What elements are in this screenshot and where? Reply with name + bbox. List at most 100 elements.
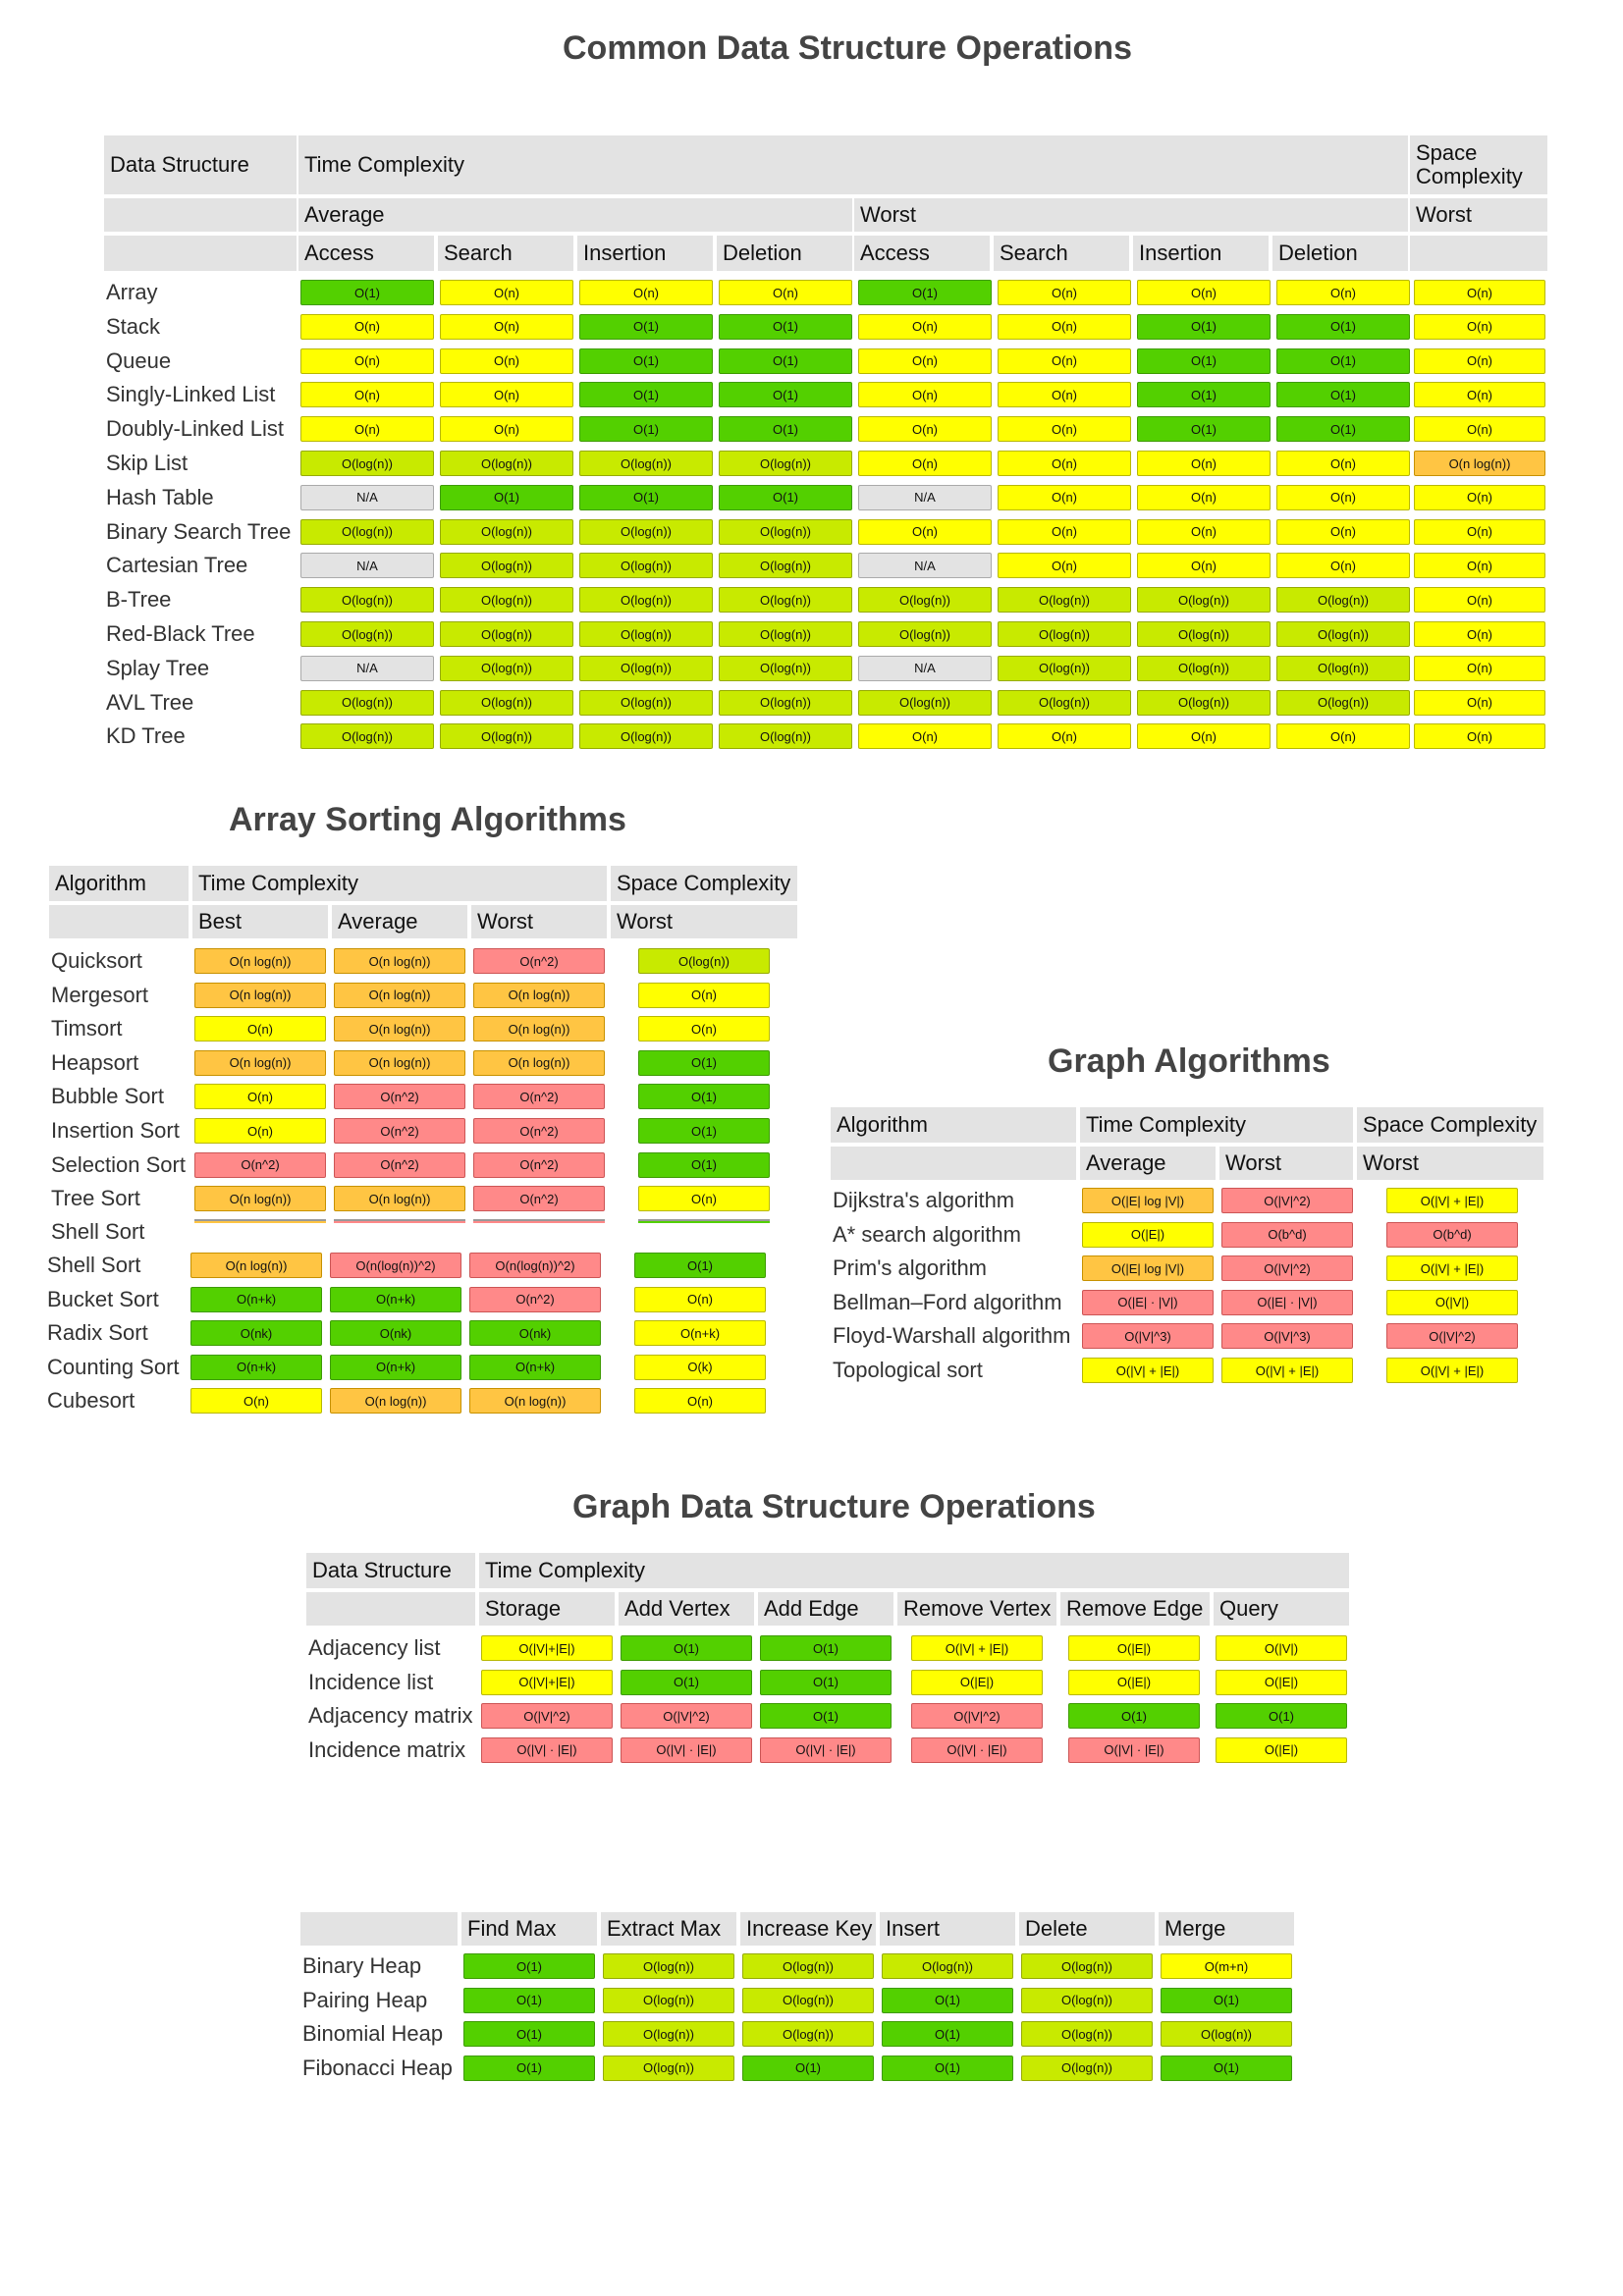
gds-col-header: Storage bbox=[479, 1592, 615, 1626]
heap-cell: O(log(n)) bbox=[882, 1953, 1013, 1979]
ds-cell: O(n) bbox=[998, 484, 1131, 510]
gds-cell: O(1) bbox=[760, 1635, 892, 1661]
ds-cell: O(log(n)) bbox=[1276, 689, 1410, 716]
ds-cell: O(log(n)) bbox=[998, 587, 1131, 614]
ds-cell: O(log(n)) bbox=[858, 689, 992, 716]
ds-cell: O(log(n)) bbox=[1276, 655, 1410, 681]
heap-cell: O(1) bbox=[742, 2055, 874, 2081]
gds-cell: O(|E|) bbox=[1216, 1669, 1347, 1695]
ds-cell: O(log(n)) bbox=[440, 655, 573, 681]
ds-cell: O(log(n)) bbox=[440, 451, 573, 476]
sort-row-label: Heapsort bbox=[51, 1049, 139, 1075]
sort-cell: O(n log(n)) bbox=[334, 948, 465, 974]
ds-cell: O(n) bbox=[440, 313, 573, 340]
ds-cell: O(1) bbox=[440, 484, 573, 510]
ds-cell: O(n) bbox=[1414, 280, 1545, 305]
sort-title: Array Sorting Algorithms bbox=[229, 801, 626, 838]
ds-row-label: Singly-Linked List bbox=[106, 382, 276, 407]
ds-cell: O(n) bbox=[998, 280, 1131, 305]
ds-title: Common Data Structure Operations bbox=[563, 29, 1132, 67]
heap-header-blank bbox=[300, 1912, 458, 1946]
ds-cell: O(1) bbox=[858, 280, 992, 305]
ds-cell: O(log(n)) bbox=[300, 689, 434, 716]
sort-cell: O(n log(n)) bbox=[469, 1388, 601, 1415]
ds-cell: O(n) bbox=[1276, 484, 1410, 510]
sort-cell: O(n) bbox=[634, 1286, 766, 1312]
heap-cell: O(1) bbox=[1161, 2055, 1292, 2081]
sort-cell: O(log(n)) bbox=[638, 948, 770, 974]
graph-cell: O(|V| + |E|) bbox=[1386, 1188, 1518, 1213]
graph-cell: O(b^d) bbox=[1386, 1221, 1518, 1248]
gds-cell: O(1) bbox=[621, 1669, 752, 1695]
sort-row-label: Quicksort bbox=[51, 948, 142, 973]
sort-cell: O(n^2) bbox=[473, 1084, 605, 1110]
gds-cell: O(|V| · |E|) bbox=[911, 1736, 1043, 1763]
ds-cell: O(1) bbox=[579, 416, 713, 443]
ds-cell: O(n) bbox=[1414, 723, 1545, 750]
ds-cell: O(1) bbox=[579, 382, 713, 408]
graph-cell: O(b^d) bbox=[1221, 1221, 1353, 1248]
ds-cell: O(n) bbox=[1137, 553, 1271, 579]
graph-cell: O(|V|^2) bbox=[1221, 1188, 1353, 1213]
gds-cell: O(|V|) bbox=[1216, 1635, 1347, 1661]
sort-cell: O(n+k) bbox=[190, 1286, 322, 1312]
gds-cell: O(|V| · |E|) bbox=[621, 1736, 752, 1763]
ds-cell: O(n) bbox=[1276, 553, 1410, 579]
heap-cell: O(log(n)) bbox=[1021, 1953, 1153, 1979]
ds-cell: O(n) bbox=[1414, 621, 1545, 647]
sort-cell: O(n^2) bbox=[469, 1286, 601, 1312]
graph-col-header: Average bbox=[1080, 1147, 1216, 1180]
ds-cell: O(n) bbox=[858, 451, 992, 476]
sort-cell: O(n log(n)) bbox=[190, 1253, 322, 1278]
graph-cell: O(|E| log |V|) bbox=[1082, 1255, 1214, 1282]
ds-row-label: Hash Table bbox=[106, 484, 214, 509]
gds-row-label: Adjacency list bbox=[308, 1635, 441, 1660]
gds-title: Graph Data Structure Operations bbox=[572, 1488, 1096, 1525]
graph-cell: O(|V|) bbox=[1386, 1289, 1518, 1315]
ds-cell: O(log(n)) bbox=[579, 587, 713, 614]
ds-cell: O(n) bbox=[300, 313, 434, 340]
sort-cell: O(nk) bbox=[469, 1320, 601, 1347]
gds-cell: O(|V|+|E|) bbox=[481, 1635, 613, 1661]
ds-cell: O(n) bbox=[998, 382, 1131, 408]
ds-row-label: Doubly-Linked List bbox=[106, 416, 284, 442]
ds-cell: O(1) bbox=[579, 484, 713, 510]
gds-cell: O(1) bbox=[760, 1703, 892, 1730]
ds-cell: O(n) bbox=[858, 347, 992, 374]
sort-row-label: Timsort bbox=[51, 1016, 123, 1041]
sort-cell: O(n) bbox=[638, 1186, 770, 1212]
ds-cell: O(n) bbox=[1414, 587, 1545, 614]
sort-cell: O(n(log(n))^2) bbox=[469, 1253, 601, 1278]
ds-cell: O(n) bbox=[998, 313, 1131, 340]
gds-cell: O(|V|^2) bbox=[621, 1703, 752, 1730]
ds-cell: O(n) bbox=[858, 518, 992, 545]
gds-row-label: Adjacency matrix bbox=[308, 1703, 473, 1729]
ds-col-header: Search bbox=[994, 236, 1129, 271]
sort-cell: O(1) bbox=[638, 1049, 770, 1076]
gds-header-data-structure: Data Structure bbox=[306, 1553, 475, 1588]
graph-cell: O(|V|^2) bbox=[1386, 1323, 1518, 1350]
graph-cell: O(|V| + |E|) bbox=[1386, 1358, 1518, 1383]
sort-cell: O(n+k) bbox=[469, 1354, 601, 1380]
ds-cell: O(log(n)) bbox=[300, 587, 434, 614]
heap-cell: O(log(n)) bbox=[1021, 2021, 1153, 2048]
sort-cell: O(1) bbox=[638, 1118, 770, 1144]
ds-cell: O(1) bbox=[579, 313, 713, 340]
ds-col-header: Insertion bbox=[577, 236, 713, 271]
graph-row-label: Prim's algorithm bbox=[833, 1255, 988, 1281]
gds-cell: O(|V| · |E|) bbox=[1068, 1736, 1200, 1763]
ds-cell: O(1) bbox=[579, 347, 713, 374]
sort-row-label: Bubble Sort bbox=[51, 1084, 164, 1109]
gds-cell: O(1) bbox=[760, 1669, 892, 1695]
sort-clipped-cell bbox=[334, 1219, 465, 1223]
heap-row-label: Fibonacci Heap bbox=[302, 2055, 453, 2080]
ds-cell: O(log(n)) bbox=[719, 723, 852, 750]
ds-cell: O(1) bbox=[300, 280, 434, 305]
heap-col-header: Delete bbox=[1019, 1912, 1155, 1946]
heap-col-header: Find Max bbox=[461, 1912, 597, 1946]
ds-header-blank-2 bbox=[104, 236, 297, 271]
ds-cell: O(log(n)) bbox=[440, 621, 573, 647]
gds-cell: O(|V| · |E|) bbox=[760, 1736, 892, 1763]
ds-cell: O(1) bbox=[1137, 347, 1271, 374]
gds-col-header: Add Edge bbox=[758, 1592, 893, 1626]
